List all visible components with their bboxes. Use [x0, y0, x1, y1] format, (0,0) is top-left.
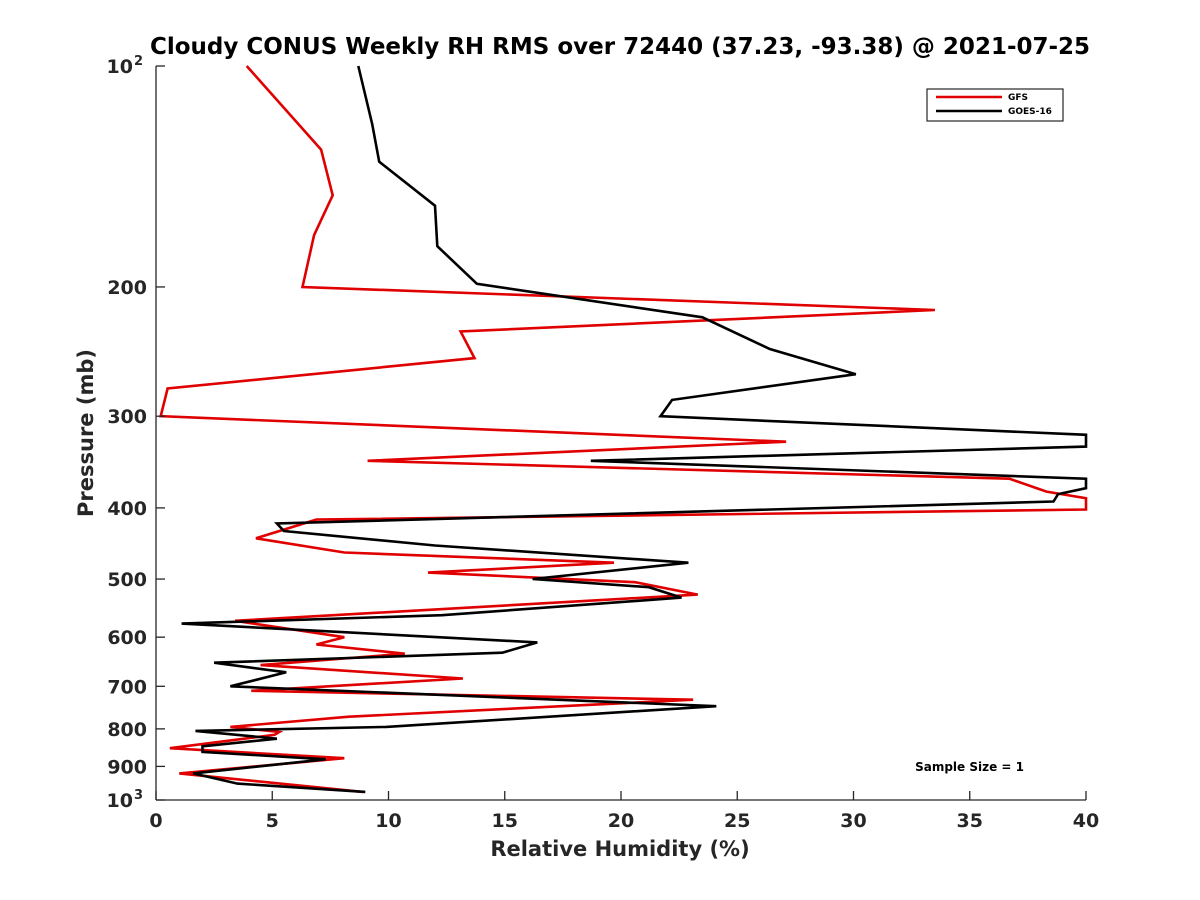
legend-label-gfs: GFS [1008, 93, 1028, 103]
y-tick-label: 10 [107, 790, 133, 812]
legend-label-goes16: GOES-16 [1008, 107, 1052, 117]
x-tick-label: 35 [957, 810, 983, 832]
plot-background [156, 66, 1086, 800]
x-tick-label: 30 [840, 810, 866, 832]
y-tick-exponent: 2 [134, 54, 143, 69]
y-tick-exponent: 3 [134, 788, 143, 803]
y-tick-label: 900 [107, 756, 147, 778]
y-tick-label: 800 [107, 719, 147, 741]
y-tick-label: 200 [107, 277, 147, 299]
series-line-1 [181, 65, 1088, 794]
legend: GFS GOES-16 [926, 88, 1064, 122]
y-tick-label: 400 [107, 498, 147, 520]
x-tick-label: 20 [608, 810, 634, 832]
x-ticks: 0 5 10 15 20 25 30 35 40 [149, 791, 1099, 832]
x-tick-label: 40 [1073, 810, 1099, 832]
series-line-0 [159, 65, 1088, 794]
x-tick-label: 10 [375, 810, 401, 832]
y-axis-label: Pressure (mb) [74, 349, 98, 517]
x-tick-label: 5 [266, 810, 279, 832]
y-tick-label: 600 [107, 627, 147, 649]
x-tick-label: 15 [492, 810, 518, 832]
series-layer [159, 65, 1088, 794]
x-tick-label: 25 [724, 810, 750, 832]
y-tick-label: 700 [107, 676, 147, 698]
x-tick-label: 0 [149, 810, 162, 832]
legend-box [926, 88, 1064, 122]
chart-title: Cloudy CONUS Weekly RH RMS over 72440 (3… [150, 34, 1090, 60]
y-tick-label: 10 [107, 56, 133, 78]
sample-size-annotation: Sample Size = 1 [915, 760, 1024, 774]
y-tick-label: 500 [107, 569, 147, 591]
x-axis-label: Relative Humidity (%) [490, 837, 749, 861]
y-tick-label: 300 [107, 406, 147, 428]
plot-area: 0 5 10 15 20 25 30 35 40 10 220030040050060070080… [107, 54, 1100, 832]
